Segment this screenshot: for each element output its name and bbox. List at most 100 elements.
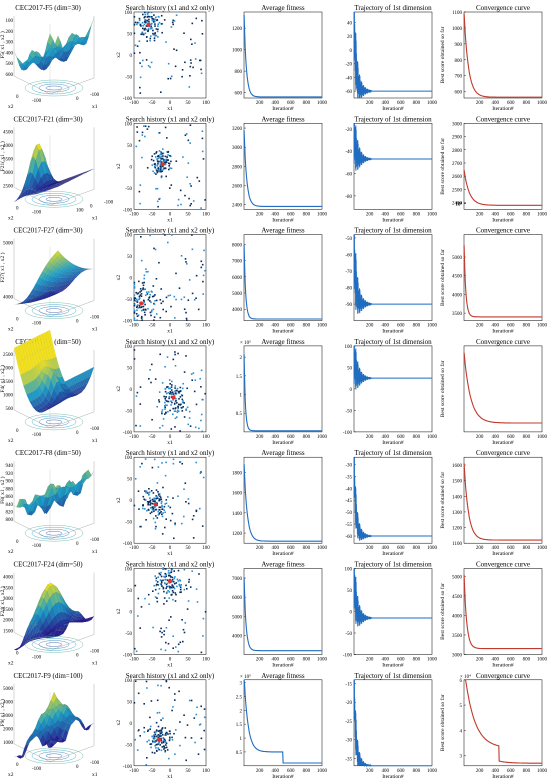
search-y-tick: 0 (130, 165, 133, 170)
search-point (174, 410, 177, 412)
search-point (156, 200, 159, 203)
search-point (141, 33, 144, 35)
search-point (143, 277, 145, 280)
surface-mesh (13, 469, 95, 516)
search-point (173, 732, 175, 735)
conv-y-tick-label: 5000 (452, 575, 463, 580)
search-point (158, 498, 161, 501)
surface-cell (84, 617, 92, 622)
search-point (157, 491, 159, 493)
iteration-label: Iteration# (272, 774, 294, 780)
conv-y-label: Best score obtained so far (439, 583, 446, 640)
search-point (168, 574, 170, 577)
iteration-tick: 200 (256, 435, 264, 440)
surface-cell (31, 729, 38, 737)
search-point (154, 33, 156, 35)
search-point (201, 33, 204, 35)
search-point (137, 597, 140, 600)
search-point (155, 579, 157, 582)
iteration-tick: 200 (476, 769, 484, 774)
search-point (156, 495, 158, 498)
search-point (146, 492, 149, 494)
trajectory: Trajectory of 1st dimension-50-60-70-80-… (345, 227, 437, 335)
search-point (148, 491, 151, 493)
search-point (152, 590, 154, 592)
search-point (162, 148, 164, 150)
search-point (170, 160, 172, 163)
search-point (176, 387, 179, 390)
search-point (141, 282, 144, 284)
search-point (202, 158, 205, 160)
surface-panel: CEC2017-F24 (dim=50)40003500300025002000… (0, 561, 100, 667)
search-point (177, 405, 179, 408)
search-point (150, 61, 153, 64)
surface-cell (32, 399, 39, 407)
trajectory-line (353, 345, 432, 390)
surface-cell (71, 612, 78, 621)
search-point (141, 134, 144, 136)
search-point (170, 305, 172, 308)
traj-y-tick-label: -60 (345, 535, 352, 540)
iteration-label: Iteration# (272, 329, 294, 335)
search-point (160, 156, 163, 158)
search-point (159, 732, 162, 734)
conv-y-tick-label: 10⁴ (455, 202, 462, 208)
surface-cell (61, 181, 68, 184)
search-point (153, 734, 155, 736)
search-point (155, 34, 158, 37)
search-x-tick: 100 (202, 546, 210, 551)
search-point (153, 316, 156, 318)
search-point (196, 601, 199, 603)
search-point (139, 76, 142, 79)
surface-cell (68, 177, 75, 180)
search-points (133, 11, 204, 94)
x2-tick-label: 0 (16, 763, 19, 768)
search-point (201, 130, 204, 132)
conv-y-tick-label: 2800 (452, 149, 463, 154)
search-point (142, 59, 144, 62)
iteration-tick: 600 (507, 101, 515, 106)
search-y-tick: -50 (125, 409, 132, 414)
search-point (165, 734, 167, 736)
iteration-tick: 400 (381, 212, 389, 217)
search-point (172, 462, 175, 465)
search-point (159, 316, 162, 319)
trajectory-frame (353, 123, 433, 210)
search-point (144, 288, 146, 290)
search-point (152, 170, 154, 173)
search-point (136, 305, 139, 307)
search-point (168, 597, 171, 599)
traj-y-tick-label: -35 (345, 757, 352, 762)
search-point (158, 21, 161, 24)
traj-y-tick-label: 40 (347, 21, 353, 26)
search-point (148, 296, 151, 298)
search-history-frame (133, 679, 207, 767)
contour-line (38, 751, 70, 760)
iteration-tick: 200 (366, 769, 374, 774)
iteration-label: Iteration# (492, 106, 514, 112)
iteration-tick: 600 (287, 546, 295, 551)
search-point (146, 757, 148, 759)
search-point (160, 648, 162, 651)
surface-cell (16, 498, 23, 508)
search-point (155, 577, 158, 579)
traj-y-tick-label: -40 (345, 150, 352, 155)
search-point (160, 169, 162, 172)
avg-y-tick-label: 2600 (232, 184, 243, 189)
avg-y-tick-label: 4000 (232, 308, 243, 313)
iteration-tick: 600 (397, 324, 405, 329)
search-point (202, 476, 205, 479)
search-point (166, 151, 168, 153)
search-point (182, 640, 184, 643)
iteration-tick: 400 (491, 658, 499, 663)
search-point (149, 16, 151, 18)
search-point (174, 353, 176, 356)
search-point (155, 313, 158, 315)
surface-cell (64, 612, 71, 621)
surface-cell (48, 607, 56, 621)
search-point (151, 509, 154, 511)
avg-exponent: × 10⁵ (240, 674, 251, 680)
convergence-line (463, 170, 542, 206)
iteration-tick: 800 (523, 212, 531, 217)
search-point (192, 200, 195, 202)
